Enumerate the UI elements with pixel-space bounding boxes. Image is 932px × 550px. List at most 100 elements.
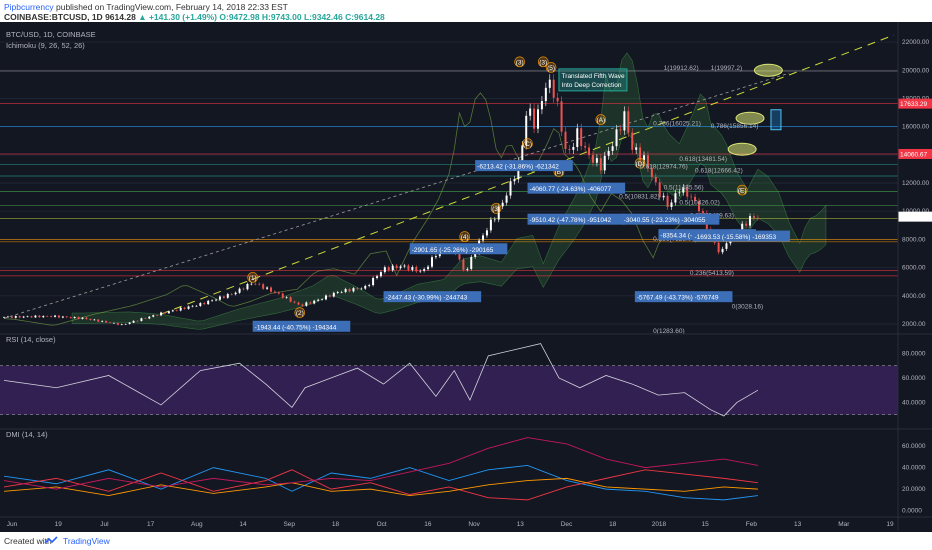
measure-label-bg bbox=[475, 160, 573, 172]
fib-label: 0.786(16025.21) bbox=[653, 120, 701, 127]
candle-body bbox=[717, 242, 720, 253]
candle-body bbox=[391, 265, 394, 271]
candle-body bbox=[619, 129, 622, 131]
candle-body bbox=[458, 253, 461, 260]
measure-label-bg bbox=[252, 320, 351, 332]
candle-body bbox=[336, 292, 339, 293]
candle-body bbox=[246, 283, 249, 290]
price-tick-label: 2000.00 bbox=[902, 321, 926, 328]
candle-body bbox=[242, 288, 245, 290]
candle-body bbox=[749, 216, 752, 226]
rsi-panel[interactable]: 40.0000 60.0000 80.0000 bbox=[0, 333, 932, 417]
tradingview-logo-icon bbox=[44, 536, 58, 544]
wave-label: (D) bbox=[636, 161, 645, 168]
candle-body bbox=[250, 283, 253, 285]
candle-body bbox=[591, 155, 594, 163]
candle-body bbox=[646, 155, 649, 169]
measure-label-bg bbox=[621, 213, 720, 225]
time-tick-label: Jul bbox=[100, 521, 109, 528]
candle-body bbox=[38, 315, 41, 318]
chart-canvas[interactable]: 2000.004000.006000.008000.0010000.001200… bbox=[0, 22, 932, 532]
candle-body bbox=[556, 97, 559, 102]
time-tick-label: 16 bbox=[424, 521, 432, 528]
candle-body bbox=[61, 316, 64, 318]
candle-body bbox=[356, 288, 359, 289]
candle-body bbox=[407, 265, 410, 270]
wave-label: (3) bbox=[492, 206, 500, 213]
candle-body bbox=[513, 179, 516, 182]
symbol-line: COINBASE:BTCUSD, 1D 9614.28 ▲ +141.30 (+… bbox=[4, 12, 385, 22]
candle-body bbox=[14, 316, 17, 318]
candle-body bbox=[332, 292, 335, 297]
dmi-line-adx bbox=[3, 477, 758, 497]
candle-body bbox=[281, 293, 284, 298]
candle-body bbox=[423, 269, 426, 271]
candle-body bbox=[599, 158, 602, 171]
wave-marker bbox=[522, 138, 533, 149]
candle-body bbox=[30, 316, 33, 318]
candle-body bbox=[328, 295, 331, 297]
time-tick-label: 19 bbox=[55, 521, 63, 528]
candle-body bbox=[156, 315, 159, 316]
price-tag-bg bbox=[898, 148, 932, 159]
candle-body bbox=[340, 291, 343, 293]
measure-label: -5767.49 (-43.73%) -576749 bbox=[637, 295, 719, 302]
ohlc-values: O:9472.98 H:9743.00 L:9342.46 C:9614.28 bbox=[219, 12, 385, 22]
time-axis[interactable]: Jun 19 Jul 17 Aug 14 Sep 18 Oct 16 Nov 13 Dec 18 2018 1… bbox=[0, 22, 932, 530]
tradingview-brand-link[interactable]: TradingView bbox=[63, 536, 110, 546]
price-tag-label: 9614.28 bbox=[900, 214, 924, 221]
candle-body bbox=[46, 316, 49, 317]
price-panel[interactable]: 2000.004000.006000.008000.0010000.001200… bbox=[0, 28, 932, 335]
candle-body bbox=[419, 270, 422, 272]
price-tick-label: 20000.00 bbox=[902, 67, 929, 74]
wave-marker bbox=[490, 203, 502, 214]
candle-body bbox=[234, 292, 237, 295]
rsi-line bbox=[3, 343, 759, 417]
wave-marker bbox=[294, 307, 306, 318]
candle-body bbox=[701, 211, 704, 214]
candle-body bbox=[199, 303, 202, 306]
candle-body bbox=[160, 312, 163, 316]
price-tag-bg bbox=[898, 211, 932, 222]
candle-body bbox=[73, 316, 76, 319]
rsi-tick-label: 80.0000 bbox=[902, 350, 926, 357]
measure-label-bg bbox=[692, 230, 791, 242]
candle-body bbox=[639, 147, 642, 161]
candle-body bbox=[623, 111, 626, 131]
candle-body bbox=[395, 265, 398, 269]
candle-body bbox=[18, 316, 21, 318]
time-tick-label: 19 bbox=[886, 521, 894, 528]
wave-label: (1) bbox=[249, 275, 257, 282]
measure-label: -1943.44 (-40.75%) -194344 bbox=[255, 324, 337, 331]
candle-body bbox=[509, 181, 512, 196]
wave-marker bbox=[247, 272, 258, 283]
candle-body bbox=[124, 324, 127, 325]
candle-body bbox=[383, 267, 386, 273]
candle-body bbox=[34, 315, 37, 318]
candle-body bbox=[682, 187, 685, 193]
wave-label: (A) bbox=[596, 117, 605, 124]
time-tick-label: Dec bbox=[561, 521, 573, 528]
fib-label: 0.618(12666.42) bbox=[695, 168, 743, 175]
wave-marker bbox=[595, 114, 607, 125]
candle-body bbox=[222, 296, 225, 298]
candle-body bbox=[57, 315, 60, 318]
candle-body bbox=[697, 201, 700, 212]
wave-label: (2) bbox=[296, 310, 304, 317]
author-link[interactable]: Pipbcurrency bbox=[4, 2, 54, 12]
candle-body bbox=[537, 109, 539, 129]
candle-body bbox=[364, 285, 367, 289]
candle-body bbox=[501, 202, 504, 207]
target-ellipse bbox=[753, 63, 783, 77]
chart-title: BTC/USD, 1D, COINBASE bbox=[6, 30, 96, 39]
candle-body bbox=[171, 310, 174, 312]
candle-body bbox=[321, 299, 324, 300]
time-tick-label: Jun bbox=[7, 521, 18, 528]
candle-body bbox=[399, 266, 402, 269]
candle-body bbox=[572, 146, 575, 150]
candle-body bbox=[105, 320, 108, 323]
fib-label: 0.618(12974.76) bbox=[640, 163, 688, 170]
candle-body bbox=[148, 316, 151, 319]
dmi-panel[interactable]: 0.0000 20.0000 40.0000 60.0000 bbox=[0, 428, 932, 515]
candle-body bbox=[54, 315, 57, 317]
